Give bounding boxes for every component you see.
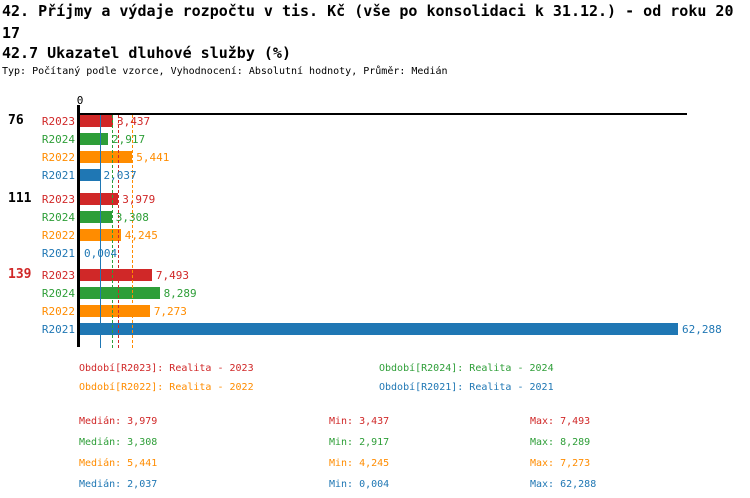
bar-76-r2021 xyxy=(80,169,100,181)
bar-76-r2022 xyxy=(80,151,133,163)
series-label-r2023: R2023 xyxy=(41,115,75,128)
stat-median: Medián: 3,308 xyxy=(79,437,158,448)
series-label-r2021: R2021 xyxy=(41,323,75,336)
meta-line: Typ: Počítaný podle vzorce, Vyhodnocení:… xyxy=(2,66,448,77)
stat-median: Medián: 5,441 xyxy=(79,458,158,469)
stat-median: Medián: 3,979 xyxy=(79,416,158,427)
group-label-111: 111 xyxy=(8,191,32,206)
group-label-139: 139 xyxy=(8,267,32,282)
y-axis-line xyxy=(77,105,80,347)
value-label-139-r2023: 7,493 xyxy=(155,269,190,282)
group-label-76: 76 xyxy=(8,113,24,128)
value-label-139-r2022: 7,273 xyxy=(153,305,187,318)
value-label-139-r2024: 8,289 xyxy=(163,287,197,300)
series-label-r2021: R2021 xyxy=(41,169,75,182)
legend-item-r2021: Období[R2021]: Realita - 2021 xyxy=(379,382,554,393)
value-label-111-r2021: 0,004 xyxy=(84,247,118,260)
bar-139-r2024 xyxy=(80,287,160,299)
value-label-76-r2023: 3,437 xyxy=(116,115,151,128)
stat-median: Medián: 2,037 xyxy=(79,479,158,490)
stat-max: Max: 62,288 xyxy=(530,479,597,490)
value-label-111-r2024: 3,308 xyxy=(115,211,149,224)
value-label-111-r2022: 4,245 xyxy=(124,229,158,242)
series-label-r2023: R2023 xyxy=(41,193,75,206)
stat-min: Min: 2,917 xyxy=(329,437,390,448)
stat-max: Max: 7,273 xyxy=(530,458,591,469)
series-label-r2021: R2021 xyxy=(41,247,75,260)
bar-139-r2023 xyxy=(80,269,152,281)
series-label-r2024: R2024 xyxy=(41,133,75,146)
legend-item-r2022: Období[R2022]: Realita - 2022 xyxy=(79,382,254,393)
value-label-111-r2023: 3,979 xyxy=(122,193,156,206)
series-label-r2022: R2022 xyxy=(41,151,75,164)
legend-item-r2023: Období[R2023]: Realita - 2023 xyxy=(79,363,254,374)
page-title: 42. Příjmy a výdaje rozpočtu v tis. Kč (… xyxy=(2,2,734,42)
stat-min: Min: 0,004 xyxy=(329,479,390,490)
series-label-r2024: R2024 xyxy=(41,211,75,224)
legend-item-r2024: Období[R2024]: Realita - 2024 xyxy=(379,363,554,374)
value-label-76-r2021: 2,037 xyxy=(103,169,137,182)
series-label-r2022: R2022 xyxy=(41,229,75,242)
series-label-r2022: R2022 xyxy=(41,305,75,318)
value-label-139-r2021: 62,288 xyxy=(681,323,722,336)
x-axis-line xyxy=(77,113,687,115)
bar-76-r2024 xyxy=(80,133,108,145)
stat-min: Min: 3,437 xyxy=(329,416,390,427)
series-label-r2023: R2023 xyxy=(41,269,75,282)
stat-min: Min: 4,245 xyxy=(329,458,390,469)
median-line-r2023 xyxy=(118,115,120,348)
series-label-r2024: R2024 xyxy=(41,287,75,300)
median-line-r2022 xyxy=(132,115,134,348)
bar-76-r2023 xyxy=(80,115,113,127)
bar-111-r2024 xyxy=(80,211,112,223)
bar-139-r2022 xyxy=(80,305,150,317)
median-line-r2021 xyxy=(99,115,101,348)
axis-zero-label: 0 xyxy=(76,94,84,107)
median-line-r2024 xyxy=(111,115,113,348)
value-label-76-r2022: 5,441 xyxy=(136,151,170,164)
bar-139-r2021 xyxy=(80,323,678,335)
value-label-76-r2024: 2,917 xyxy=(112,133,146,146)
section-title: 42.7 Ukazatel dluhové služby (%) xyxy=(2,44,291,62)
stat-max: Max: 8,289 xyxy=(530,437,591,448)
stat-max: Max: 7,493 xyxy=(530,416,591,427)
bar-111-r2023 xyxy=(80,193,119,205)
